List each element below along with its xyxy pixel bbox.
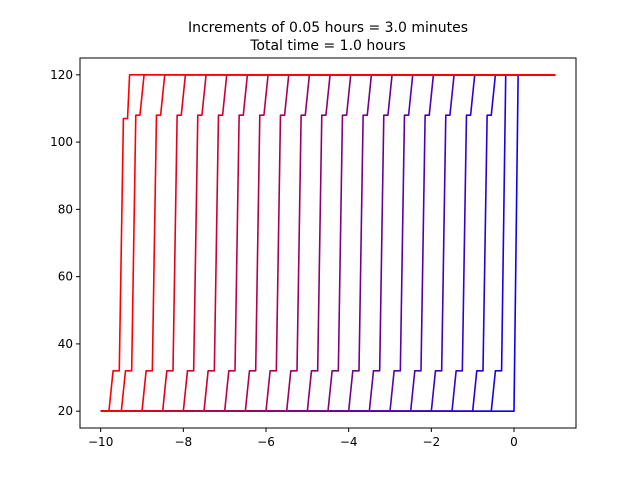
plot-frame — [79, 57, 577, 429]
series-line-15 — [100, 74, 556, 412]
axes: −10 −8 −6 −4 −2 0 20 40 60 80 100 120 — [50, 68, 518, 449]
series-line-16 — [100, 74, 556, 412]
y-tick-label-1: 40 — [58, 337, 73, 351]
series-line-2 — [100, 74, 556, 412]
series-line-12 — [100, 74, 556, 412]
series-line-8 — [100, 74, 556, 412]
series-line-13 — [100, 74, 556, 412]
y-tick-label-5: 120 — [50, 68, 73, 82]
series-line-7 — [100, 74, 556, 412]
y-tick-label-3: 80 — [58, 202, 73, 216]
series-line-20 — [100, 74, 556, 412]
series-line-14 — [100, 74, 556, 412]
chart-title-line-1: Increments of 0.05 hours = 3.0 minutes — [188, 20, 468, 36]
y-tick-label-0: 20 — [58, 404, 73, 418]
series-line-18 — [100, 74, 556, 412]
series-line-4 — [100, 74, 556, 412]
x-tick-label-3: −4 — [340, 435, 358, 449]
chart-title-line-2: Total time = 1.0 hours — [249, 38, 405, 54]
series-line-9 — [100, 74, 556, 412]
x-tick-label-5: 0 — [510, 435, 518, 449]
y-tick-label-4: 100 — [50, 135, 73, 149]
series-line-17 — [100, 74, 556, 412]
x-tick-label-2: −6 — [257, 435, 275, 449]
series-line-3 — [100, 74, 556, 412]
series-line-6 — [100, 74, 556, 412]
x-tick-label-0: −10 — [88, 435, 113, 449]
series-line-10 — [100, 74, 556, 412]
series-line-19 — [100, 74, 556, 412]
x-tick-label-1: −8 — [174, 435, 192, 449]
series-line-5 — [100, 74, 556, 412]
y-tick-label-2: 60 — [58, 270, 73, 284]
series-layer — [100, 74, 556, 412]
x-tick-label-4: −2 — [422, 435, 440, 449]
series-line-11 — [100, 74, 556, 412]
